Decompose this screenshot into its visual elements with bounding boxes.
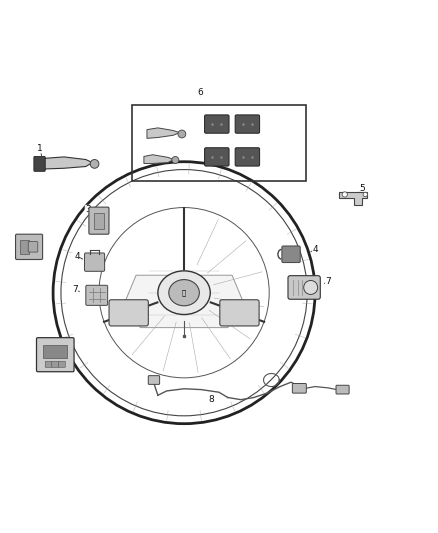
FancyBboxPatch shape [292, 384, 306, 393]
FancyBboxPatch shape [45, 361, 52, 367]
FancyBboxPatch shape [109, 300, 148, 326]
Polygon shape [339, 192, 367, 205]
FancyBboxPatch shape [36, 338, 74, 372]
Text: 1: 1 [37, 144, 43, 153]
FancyBboxPatch shape [58, 361, 65, 367]
Text: 7: 7 [325, 277, 331, 286]
Text: 4: 4 [74, 252, 80, 261]
FancyBboxPatch shape [282, 246, 300, 263]
Ellipse shape [158, 271, 210, 314]
Circle shape [363, 192, 367, 197]
FancyBboxPatch shape [34, 157, 45, 171]
Text: 4: 4 [312, 245, 318, 254]
Text: 5: 5 [359, 184, 365, 193]
FancyBboxPatch shape [220, 300, 259, 326]
FancyBboxPatch shape [205, 115, 229, 133]
Polygon shape [144, 155, 173, 164]
Bar [94, 213, 104, 229]
FancyBboxPatch shape [15, 234, 42, 260]
Polygon shape [147, 128, 180, 139]
FancyBboxPatch shape [85, 253, 105, 271]
Text: 2: 2 [20, 245, 25, 254]
FancyBboxPatch shape [52, 361, 59, 367]
Circle shape [304, 280, 318, 294]
Polygon shape [125, 275, 243, 328]
Text: 7: 7 [72, 285, 78, 294]
Circle shape [172, 157, 179, 164]
Polygon shape [40, 157, 92, 169]
FancyBboxPatch shape [205, 148, 229, 166]
Text: 8: 8 [208, 395, 215, 404]
FancyBboxPatch shape [336, 385, 349, 394]
FancyBboxPatch shape [28, 241, 38, 252]
Text: 🐏: 🐏 [182, 289, 186, 296]
Ellipse shape [169, 280, 199, 306]
FancyBboxPatch shape [89, 207, 109, 234]
Bar [43, 345, 67, 358]
FancyBboxPatch shape [86, 285, 108, 305]
Circle shape [90, 159, 99, 168]
FancyBboxPatch shape [148, 376, 159, 384]
Bar [132, 105, 306, 181]
Text: 3: 3 [85, 205, 91, 214]
Text: 9: 9 [48, 361, 54, 370]
Bar [20, 240, 29, 254]
Circle shape [342, 192, 347, 197]
FancyBboxPatch shape [288, 276, 320, 299]
Circle shape [178, 130, 186, 138]
FancyBboxPatch shape [235, 148, 260, 166]
Text: 6: 6 [198, 88, 203, 97]
FancyBboxPatch shape [235, 115, 260, 133]
